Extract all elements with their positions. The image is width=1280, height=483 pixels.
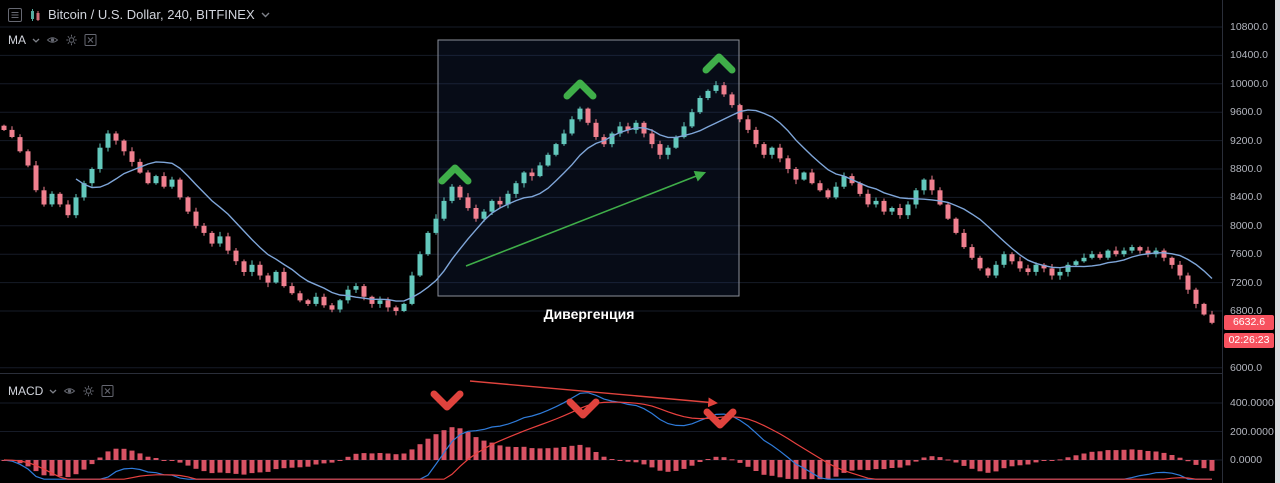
price-axis-label: 8000.0 [1230,220,1263,232]
price-axis-label: 6800.0 [1230,305,1263,317]
macd-histogram [1,427,1215,480]
macd-signal-line [3,401,1212,480]
divergence-trendline-macd[interactable] [469,380,718,408]
price-chart-canvas[interactable] [0,0,1222,373]
chevron-down-icon[interactable] [49,389,57,394]
price-scale[interactable]: 10800.0 10400.0 10000.0 9600.0 9200.0 8800.0 8… [1222,0,1276,483]
settings-icon[interactable] [65,34,78,46]
price-axis-label: 9600.0 [1230,106,1263,118]
vertical-scrollbar[interactable] [1275,0,1280,483]
divergence-highlight-box[interactable] [437,39,740,297]
price-axis-label: 8800.0 [1230,163,1263,175]
chevron-down-icon[interactable] [261,12,270,18]
divergence-annotation-label: Дивергенция [543,306,635,322]
divergence-trendline-price[interactable] [465,171,707,267]
chevron-down-icon[interactable] [32,38,40,43]
macd-chart-canvas[interactable] [0,374,1222,483]
visibility-icon[interactable] [46,34,59,46]
price-axis-label: 6000.0 [1230,362,1263,374]
ma-indicator-legend: MA [8,33,97,47]
last-price-badge: 6632.6 [1224,315,1274,330]
macd-pane: MACD [0,374,1222,483]
symbol-legend: Bitcoin / U.S. Dollar, 240, BITFINEX [8,7,270,22]
price-axis-label: 9200.0 [1230,135,1263,147]
ma-label[interactable]: MA [8,33,26,47]
remove-icon[interactable] [84,34,97,46]
price-pane: Bitcoin / U.S. Dollar, 240, BITFINEX MA … [0,0,1222,374]
price-axis-label: 10400.0 [1230,49,1268,61]
macd-line [3,392,1212,480]
pane-menu-icon[interactable] [8,7,22,22]
symbol-title[interactable]: Bitcoin / U.S. Dollar, 240, BITFINEX [48,7,255,22]
bar-countdown-badge: 02:26:23 [1224,333,1274,348]
candlestick-symbol-icon [28,8,42,22]
macd-label[interactable]: MACD [8,384,44,398]
down-arrow-marker[interactable] [566,398,600,419]
price-axis-label: 10800.0 [1230,21,1268,33]
visibility-icon[interactable] [63,385,76,397]
macd-indicator-legend: MACD [8,384,114,398]
price-axis-label: 10000.0 [1230,78,1268,90]
price-axis-label: 8400.0 [1230,191,1263,203]
macd-axis-label: 200.0000 [1230,426,1274,438]
remove-icon[interactable] [101,385,114,397]
candles-layer [1,81,1215,325]
up-arrow-marker[interactable] [563,79,597,100]
macd-gridlines [0,402,1222,461]
macd-axis-label: 400.0000 [1230,397,1274,409]
down-arrow-marker[interactable] [430,390,464,411]
down-arrow-marker[interactable] [703,408,737,429]
ma-line[interactable] [75,109,1213,302]
macd-axis-label: 0.0000 [1230,454,1263,466]
up-arrow-marker[interactable] [702,53,736,74]
price-axis-label: 7600.0 [1230,248,1263,260]
settings-icon[interactable] [82,385,95,397]
price-axis-label: 7200.0 [1230,277,1263,289]
up-arrow-marker[interactable] [438,164,472,185]
